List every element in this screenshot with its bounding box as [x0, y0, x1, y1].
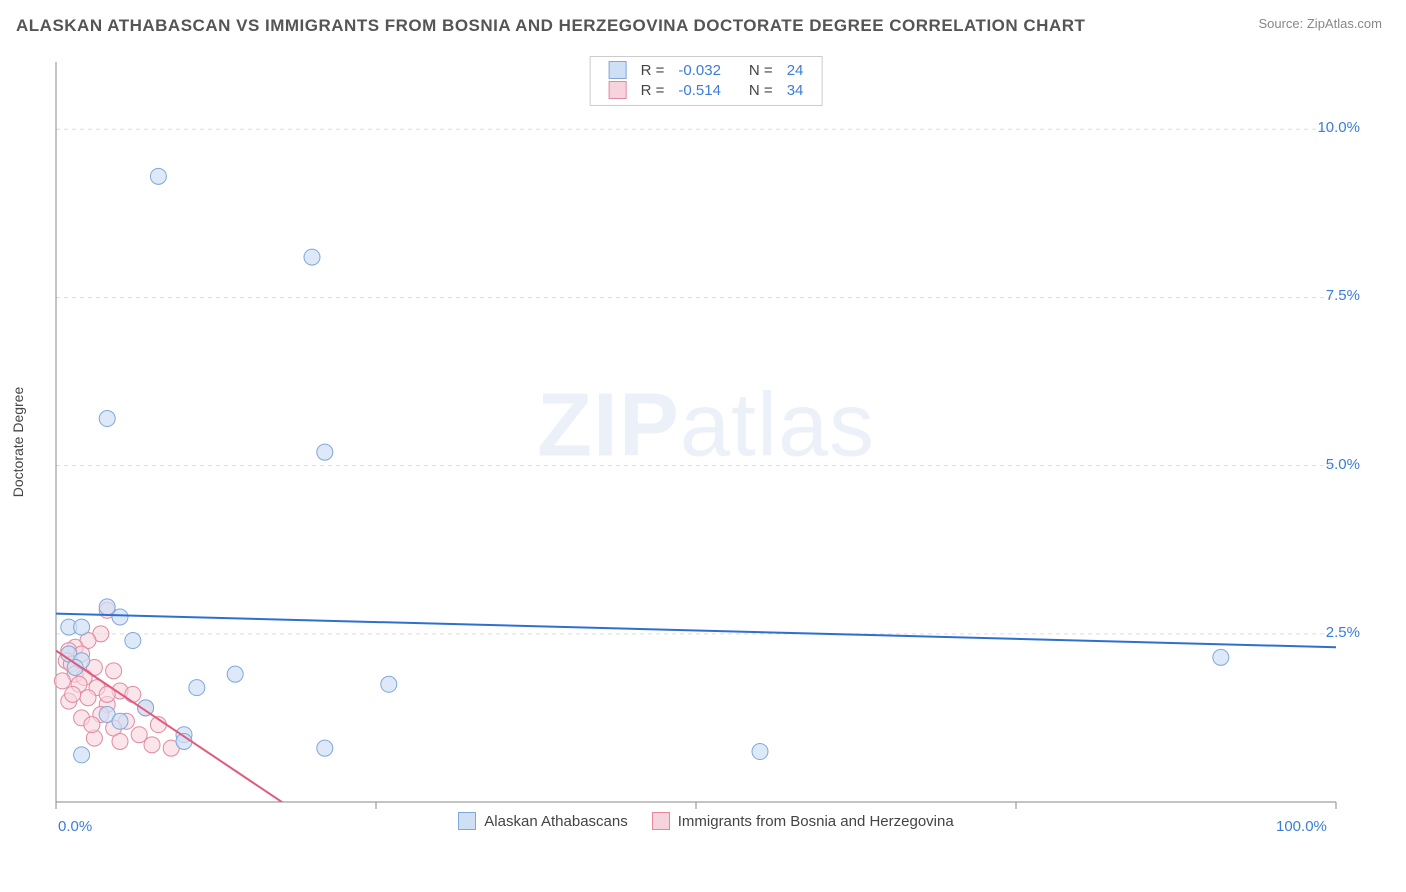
legend-label: Immigrants from Bosnia and Herzegovina	[678, 813, 954, 830]
legend-swatch	[609, 61, 627, 79]
legend-n-value: 24	[781, 61, 810, 79]
y-tick-label: 5.0%	[1326, 456, 1360, 473]
data-point	[99, 411, 115, 427]
chart-title: ALASKAN ATHABASCAN VS IMMIGRANTS FROM BO…	[16, 16, 1085, 36]
data-point	[317, 740, 333, 756]
data-point	[144, 737, 160, 753]
data-point	[125, 686, 141, 702]
legend-n-label: N =	[743, 81, 779, 99]
data-point	[189, 680, 205, 696]
legend-item: Alaskan Athabascans	[458, 812, 627, 830]
data-point	[112, 733, 128, 749]
data-point	[125, 633, 141, 649]
trend-line	[56, 614, 1336, 648]
legend-r-label: R =	[635, 81, 671, 99]
data-point	[74, 747, 90, 763]
data-point	[112, 609, 128, 625]
data-point	[304, 249, 320, 265]
data-point	[80, 690, 96, 706]
x-tick-label: 0.0%	[58, 818, 92, 835]
data-point	[106, 663, 122, 679]
data-point	[381, 676, 397, 692]
data-point	[317, 444, 333, 460]
legend-r-value: -0.514	[672, 81, 727, 99]
data-point	[752, 744, 768, 760]
legend-series: Alaskan Athabascans Immigrants from Bosni…	[46, 812, 1366, 834]
legend-label: Alaskan Athabascans	[484, 813, 627, 830]
y-tick-label: 10.0%	[1317, 119, 1360, 136]
data-point	[84, 717, 100, 733]
data-point	[65, 686, 81, 702]
legend-n-value: 34	[781, 81, 810, 99]
source-attribution: Source: ZipAtlas.com	[1258, 16, 1382, 31]
source-link[interactable]: ZipAtlas.com	[1307, 16, 1382, 31]
scatter-plot	[46, 52, 1366, 832]
data-point	[54, 673, 70, 689]
legend-correlation: R =-0.032 N =24 R =-0.514 N =34	[590, 56, 823, 106]
legend-swatch	[458, 812, 476, 830]
data-point	[1213, 649, 1229, 665]
legend-n-label: N =	[743, 61, 779, 79]
y-tick-label: 7.5%	[1326, 287, 1360, 304]
y-axis-label: Doctorate Degree	[10, 387, 26, 498]
data-point	[74, 619, 90, 635]
data-point	[150, 168, 166, 184]
legend-r-label: R =	[635, 61, 671, 79]
chart-area: Doctorate Degree ZIPatlas R =-0.032N =24…	[46, 52, 1366, 832]
legend-item: Immigrants from Bosnia and Herzegovina	[652, 812, 954, 830]
data-point	[227, 666, 243, 682]
legend-swatch	[652, 812, 670, 830]
x-tick-label: 100.0%	[1276, 818, 1327, 835]
y-tick-label: 2.5%	[1326, 624, 1360, 641]
legend-r-value: -0.032	[672, 61, 727, 79]
data-point	[112, 713, 128, 729]
legend-swatch	[609, 81, 627, 99]
